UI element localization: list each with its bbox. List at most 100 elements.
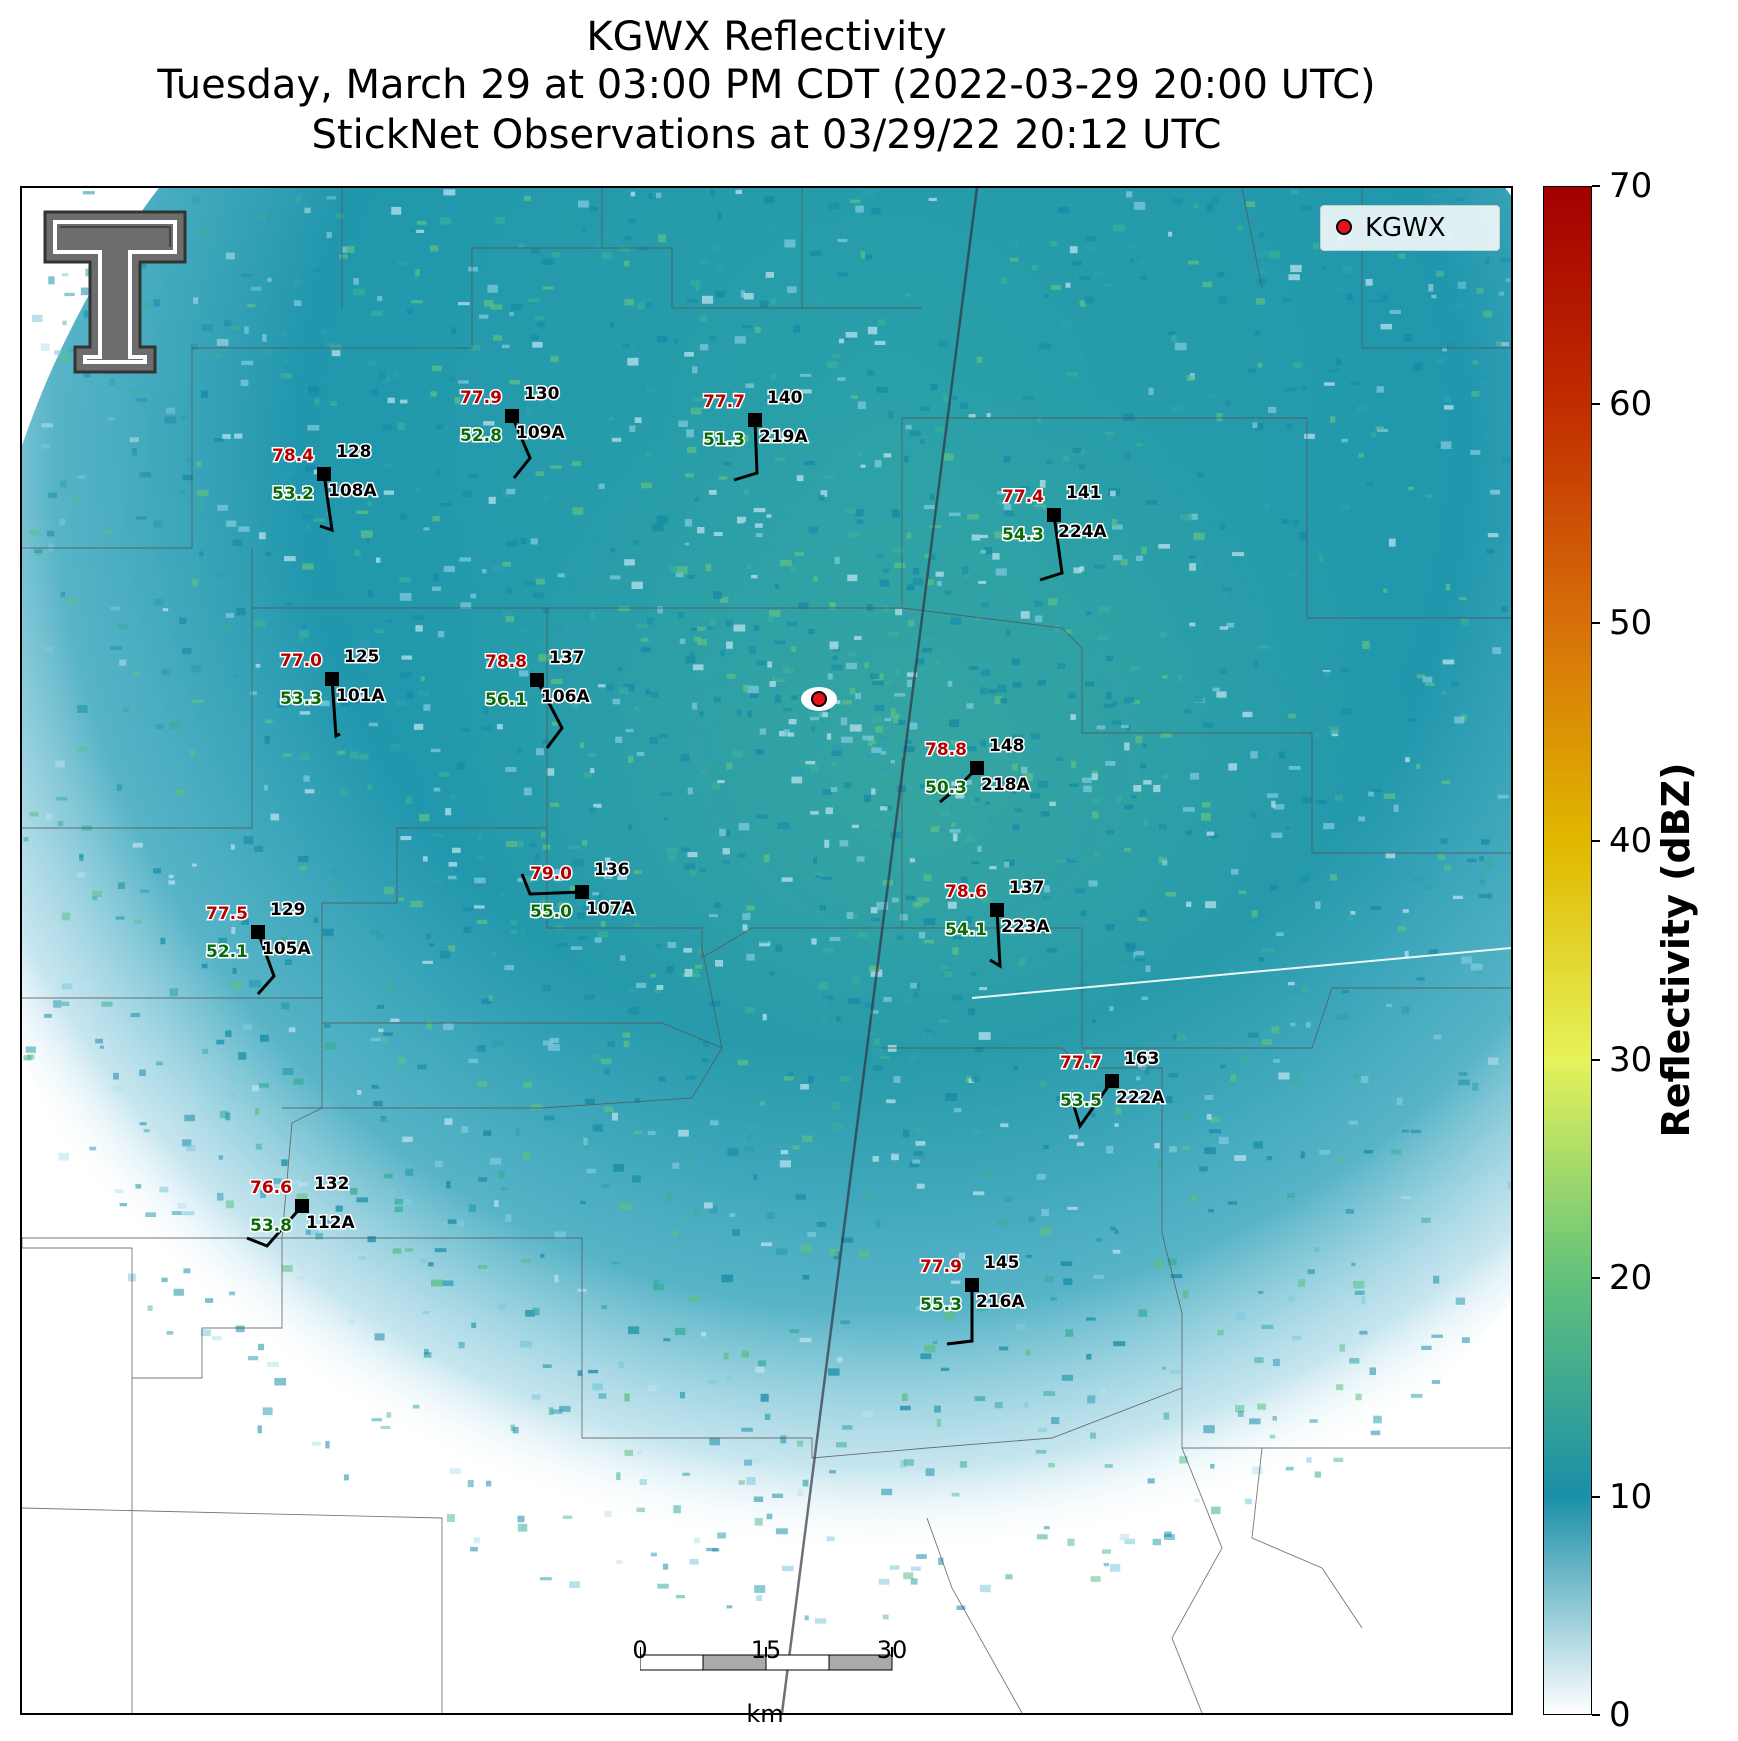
colorbar-tick-mark [1592, 840, 1600, 843]
station-temperature: 77.9 [460, 388, 502, 408]
station-pressure: 128 [336, 442, 372, 462]
wind-barb [1072, 1080, 1114, 1130]
highway-line [780, 188, 979, 1713]
station-temperature: 79.0 [530, 864, 572, 884]
station-pressure: 130 [524, 384, 560, 404]
scale-tick-0: 0 [632, 1636, 648, 1664]
texas-tech-logo [43, 210, 187, 374]
station-marker[interactable] [325, 672, 339, 686]
colorbar-tick-label: 30 [1609, 1039, 1653, 1080]
colorbar-tick-label: 10 [1609, 1476, 1653, 1517]
map-legend: KGWX [1320, 205, 1500, 251]
title-line-3: StickNet Observations at 03/29/22 20:12 … [311, 112, 1222, 158]
station-id: 106A [541, 687, 590, 707]
wind-barb [535, 679, 564, 749]
station-dewpoint: 52.8 [460, 426, 502, 446]
radar-speckle [23, 189, 1511, 1624]
scale-tick-15: 15 [750, 1636, 782, 1664]
station-temperature: 78.8 [925, 740, 967, 760]
station-marker[interactable] [965, 1278, 979, 1292]
kgwx-legend-marker [1336, 219, 1352, 235]
station-marker[interactable] [575, 885, 589, 899]
station-marker[interactable] [251, 925, 265, 939]
station-pressure: 137 [1009, 878, 1045, 898]
station-dewpoint: 53.8 [250, 1216, 292, 1236]
wind-barb [1039, 514, 1064, 582]
station-marker[interactable] [970, 761, 984, 775]
wind-barb [256, 931, 276, 995]
station-marker[interactable] [1047, 508, 1061, 522]
scale-unit: km [746, 1700, 784, 1728]
colorbar-tick-mark [1592, 1058, 1600, 1061]
wind-barb [733, 419, 759, 482]
station-id: 109A [516, 423, 565, 443]
station-marker[interactable] [530, 673, 544, 687]
colorbar-tick-label: 0 [1609, 1695, 1631, 1735]
station-id: 224A [1058, 522, 1107, 542]
station-pressure: 125 [344, 647, 380, 667]
station-id: 216A [976, 1292, 1025, 1312]
station-id: 101A [336, 686, 385, 706]
colorbar-tick-label: 50 [1609, 602, 1653, 643]
station-id: 108A [328, 481, 377, 501]
colorbar-tick-label: 40 [1609, 821, 1653, 862]
station-pressure: 129 [270, 900, 306, 920]
wind-barb [510, 415, 532, 479]
beam-blockage-line [971, 947, 1511, 999]
station-id: 219A [759, 427, 808, 447]
legend-label: KGWX [1365, 213, 1446, 243]
wind-barb [246, 1205, 304, 1248]
station-id: 223A [1001, 917, 1050, 937]
colorbar-tick-mark [1592, 403, 1600, 406]
station-temperature: 77.4 [1002, 487, 1044, 507]
station-dewpoint: 55.0 [530, 902, 572, 922]
colorbar-tick-label: 60 [1609, 384, 1653, 425]
station-temperature: 77.7 [703, 392, 745, 412]
station-pressure: 145 [984, 1253, 1020, 1273]
station-marker[interactable] [317, 467, 331, 481]
station-dewpoint: 56.1 [485, 690, 527, 710]
wind-barb [520, 873, 583, 896]
station-marker[interactable] [505, 409, 519, 423]
station-marker[interactable] [295, 1199, 309, 1213]
station-id: 218A [981, 775, 1030, 795]
title-line-2: Tuesday, March 29 at 03:00 PM CDT (2022-… [157, 62, 1376, 108]
colorbar-tick-mark [1592, 1495, 1600, 1498]
station-pressure: 136 [594, 860, 630, 880]
station-temperature: 78.4 [272, 446, 314, 466]
station-temperature: 78.8 [485, 652, 527, 672]
station-marker[interactable] [1105, 1074, 1119, 1088]
station-dewpoint: 54.1 [945, 920, 987, 940]
station-temperature: 77.0 [280, 651, 322, 671]
station-dewpoint: 54.3 [1002, 525, 1044, 545]
station-marker[interactable] [990, 903, 1004, 917]
colorbar-tick-mark [1592, 1277, 1600, 1280]
stations-layer: 77.9 130 52.8 109A 77.7 140 51.3 219A 78.4 128 53.… [205, 383, 1167, 1346]
station-pressure: 163 [1124, 1049, 1160, 1069]
colorbar-label: Reflectivity (dBZ) [1654, 762, 1698, 1138]
wind-barb [330, 678, 341, 739]
station-dewpoint: 53.5 [1060, 1091, 1102, 1111]
station-pressure: 132 [314, 1174, 350, 1194]
wind-barb [319, 473, 334, 533]
station-dewpoint: 52.1 [206, 942, 248, 962]
radar-map-canvas: 77.9 130 52.8 109A 77.7 140 51.3 219A 78.4 128 53.… [22, 188, 1511, 1713]
wind-barb [946, 1285, 974, 1346]
station-temperature: 76.6 [250, 1178, 292, 1198]
station-dewpoint: 50.3 [925, 778, 967, 798]
station-dewpoint: 55.3 [920, 1295, 962, 1315]
station-pressure: 137 [549, 648, 585, 668]
radar-map[interactable]: 77.9 130 52.8 109A 77.7 140 51.3 219A 78.4 128 53.… [20, 186, 1513, 1715]
colorbar-tick-mark [1592, 1714, 1600, 1716]
station-temperature: 77.7 [1060, 1053, 1102, 1073]
station-pressure: 140 [767, 388, 803, 408]
station-marker[interactable] [748, 413, 762, 427]
title-line-1: KGWX Reflectivity [586, 14, 947, 60]
station-dewpoint: 53.2 [272, 484, 314, 504]
station-id: 222A [1116, 1088, 1165, 1108]
colorbar-tick-label: 70 [1609, 166, 1653, 206]
station-pressure: 141 [1066, 483, 1102, 503]
colorbar-tick-mark [1592, 621, 1600, 624]
station-id: 105A [262, 939, 311, 959]
colorbar [1543, 186, 1592, 1715]
